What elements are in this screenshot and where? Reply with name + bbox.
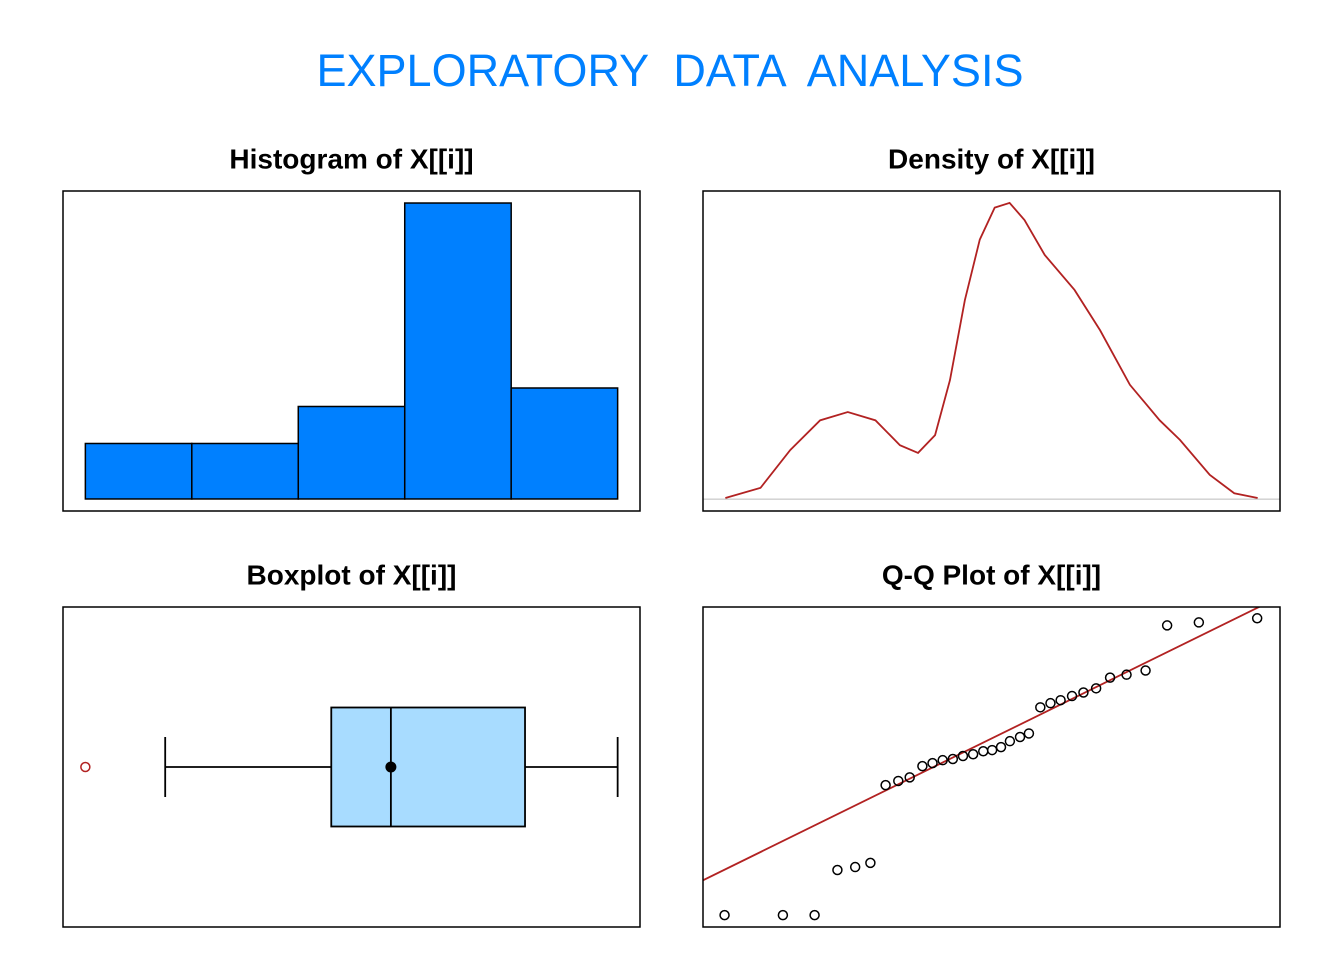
panel-frame [62,190,641,512]
qq-point [719,909,730,921]
qq-point [957,750,969,762]
plot-area [80,706,619,828]
qq-point [937,754,948,766]
qq-point [1193,617,1205,628]
qq-point [893,775,904,787]
qq-point [986,744,998,756]
qq-point [1121,669,1132,680]
qq-point [832,864,843,876]
panel-title: Boxplot of X[[i]] [247,559,457,590]
panel-title: Histogram of X[[i]] [229,143,473,174]
qq-point [1161,620,1173,631]
density-line [725,201,1258,499]
box [330,706,526,828]
mean [385,761,397,773]
bar [297,405,406,500]
qq-point [849,861,861,873]
qq-point [1090,683,1102,694]
panel-frame [62,606,641,928]
plot-area [703,201,1280,500]
qq-point [1035,702,1046,713]
qq-point [947,753,959,765]
panel-frame [702,606,1281,928]
qq-point [904,772,915,783]
qq-point [1014,731,1026,743]
plot-area [703,607,1263,921]
outlier [80,761,91,773]
bar [510,387,619,500]
panel-title: Q-Q Plot of X[[i]] [882,559,1101,590]
qq-point [1140,665,1151,676]
qq-point [809,909,820,921]
qq-point [880,779,891,791]
qq-point [865,857,876,869]
qq-point [1251,613,1263,624]
bar [84,442,193,500]
panel-title: Density of X[[i]] [888,143,1095,174]
qq-point [917,760,928,772]
bar [403,202,512,500]
qq-point [1066,690,1078,702]
main-title: EXPLORATORY DATA ANALYSIS [317,45,1024,96]
qq-point [777,909,789,921]
qq-point [1078,687,1089,698]
qq-point [1055,694,1066,706]
bar [191,442,300,500]
qq-point [927,757,938,769]
qq-point [1045,697,1056,709]
qq-point [1104,672,1116,683]
plot-area [84,202,619,500]
qq-point [995,741,1007,753]
qq-point [967,748,979,760]
qq-line [703,607,1262,882]
panel-frame [702,190,1281,512]
qq-point [1004,735,1016,747]
qq-point [1023,728,1035,739]
